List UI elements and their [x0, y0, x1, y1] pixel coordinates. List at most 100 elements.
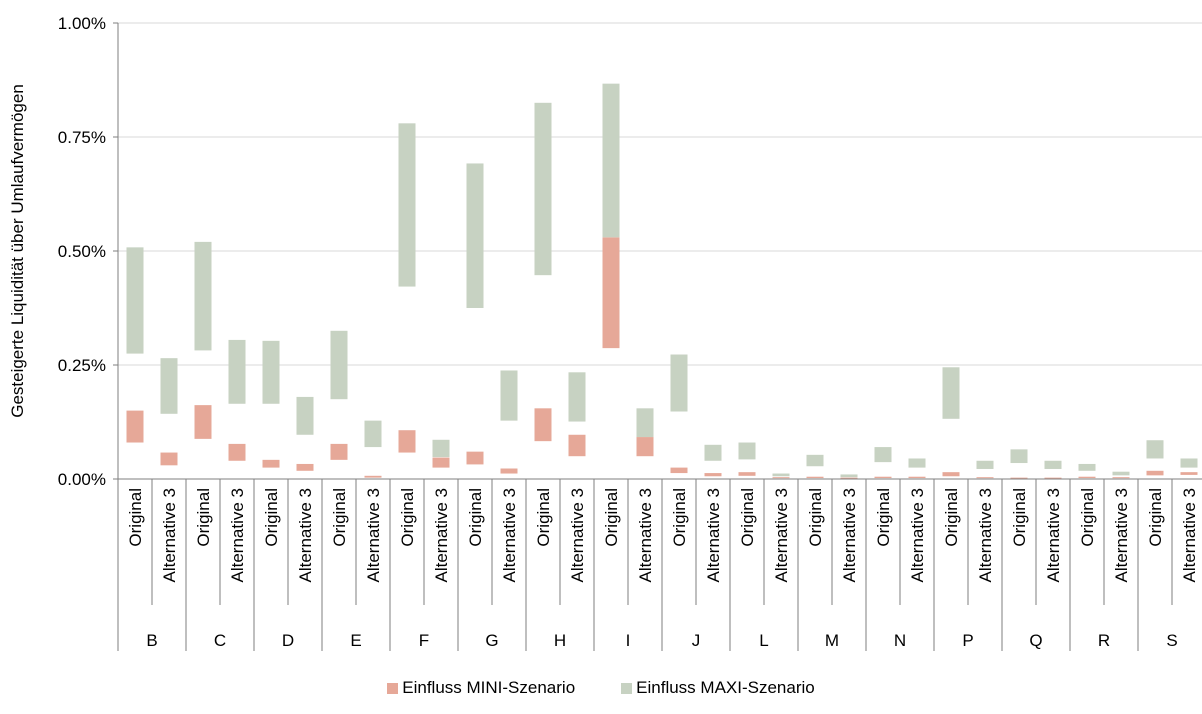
x-subcategory-label: Alternative 3	[772, 488, 791, 583]
bar-mini	[364, 475, 382, 478]
bar-mini	[1112, 477, 1130, 479]
bar-mini	[976, 477, 994, 479]
bar-maxi	[840, 474, 858, 478]
bar-maxi	[296, 396, 314, 435]
x-group-label: F	[419, 631, 429, 650]
bar-mini	[228, 443, 246, 461]
x-subcategory-label: Original	[534, 488, 553, 547]
bar-maxi	[432, 439, 450, 458]
bar-mini	[296, 463, 314, 471]
x-subcategory-label: Original	[194, 488, 213, 547]
bar-maxi	[568, 372, 586, 422]
bar-maxi	[942, 367, 960, 419]
bar-maxi	[772, 473, 790, 477]
bar-mini	[1180, 472, 1198, 475]
x-group-label: S	[1166, 631, 1177, 650]
bar-mini	[466, 451, 484, 465]
x-group-label: G	[485, 631, 498, 650]
y-tick-label: 0.50%	[58, 242, 106, 261]
legend: Einfluss MINI-Szenario Einfluss MAXI-Sze…	[0, 678, 1202, 698]
bar-mini	[534, 408, 552, 442]
bar-mini	[908, 476, 926, 479]
bar-maxi	[398, 123, 416, 287]
bar-maxi	[1112, 471, 1130, 476]
bar-maxi	[228, 339, 246, 404]
x-subcategory-label: Original	[1010, 488, 1029, 547]
legend-swatch-mini	[387, 682, 399, 694]
bar-mini	[1044, 477, 1062, 479]
x-subcategory-label: Original	[670, 488, 689, 547]
x-group-label: Q	[1029, 631, 1042, 650]
x-subcategory-label: Original	[466, 488, 485, 547]
x-group-label: E	[350, 631, 361, 650]
x-group-label: N	[894, 631, 906, 650]
bar-maxi	[194, 241, 212, 351]
x-subcategory-label: Original	[126, 488, 145, 547]
x-subcategory-label: Original	[874, 488, 893, 547]
x-subcategory-label: Alternative 3	[364, 488, 383, 583]
x-subcategory-label: Original	[398, 488, 417, 547]
bar-maxi	[806, 454, 824, 467]
x-subcategory-label: Alternative 3	[908, 488, 927, 583]
x-subcategory-label: Alternative 3	[568, 488, 587, 583]
x-group-label: D	[282, 631, 294, 650]
bar-mini	[738, 472, 756, 476]
legend-item-mini: Einfluss MINI-Szenario	[387, 678, 575, 698]
legend-swatch-maxi	[621, 682, 633, 694]
bar-mini	[126, 410, 144, 443]
bar-mini	[772, 477, 790, 479]
x-group-label: R	[1098, 631, 1110, 650]
bar-maxi	[1180, 458, 1198, 468]
bar-maxi	[126, 247, 144, 354]
y-tick-label: 0.75%	[58, 128, 106, 147]
bar-mini	[500, 468, 518, 474]
x-group-label: L	[759, 631, 768, 650]
bar-mini	[568, 434, 586, 457]
bar-mini	[194, 405, 212, 439]
bar-mini	[1146, 470, 1164, 476]
x-subcategory-label: Alternative 3	[1044, 488, 1063, 583]
bar-mini	[636, 437, 654, 457]
legend-label-mini: Einfluss MINI-Szenario	[402, 678, 576, 697]
x-subcategory-label: Alternative 3	[976, 488, 995, 583]
bar-mini	[160, 452, 178, 466]
x-subcategory-label: Alternative 3	[432, 488, 451, 583]
bar-mini	[262, 459, 280, 468]
x-subcategory-label: Original	[602, 488, 621, 547]
x-subcategory-label: Alternative 3	[160, 488, 179, 583]
y-axis-title: Gesteigerte Liquidität über Umlaufvermög…	[8, 84, 27, 418]
bar-maxi	[602, 83, 620, 238]
y-tick-label: 0.00%	[58, 470, 106, 489]
x-subcategory-label: Alternative 3	[1180, 488, 1199, 583]
x-group-label: M	[825, 631, 839, 650]
bar-mini	[1078, 476, 1096, 479]
bar-maxi	[330, 330, 348, 400]
bar-maxi	[534, 102, 552, 276]
bar-maxi	[1078, 463, 1096, 471]
bar-maxi	[874, 447, 892, 463]
bar-maxi	[908, 458, 926, 468]
bar-maxi	[976, 460, 994, 469]
x-subcategory-label: Original	[738, 488, 757, 547]
bar-mini	[602, 237, 620, 349]
bar-mini	[670, 467, 688, 474]
bar-maxi	[1146, 440, 1164, 459]
bar-mini	[398, 430, 416, 453]
bar-maxi	[364, 420, 382, 448]
bar-mini	[874, 476, 892, 479]
bar-maxi	[262, 340, 280, 404]
bar-mini	[942, 472, 960, 477]
x-group-label: B	[146, 631, 157, 650]
bar-maxi	[636, 408, 654, 438]
bar-mini	[806, 476, 824, 479]
x-subcategory-label: Original	[806, 488, 825, 547]
bar-maxi	[466, 163, 484, 308]
bar-maxi	[670, 354, 688, 412]
bar-mini	[704, 473, 722, 477]
x-subcategory-label: Alternative 3	[1112, 488, 1131, 583]
y-tick-label: 1.00%	[58, 14, 106, 33]
bar-mini	[840, 477, 858, 479]
x-subcategory-label: Alternative 3	[228, 488, 247, 583]
